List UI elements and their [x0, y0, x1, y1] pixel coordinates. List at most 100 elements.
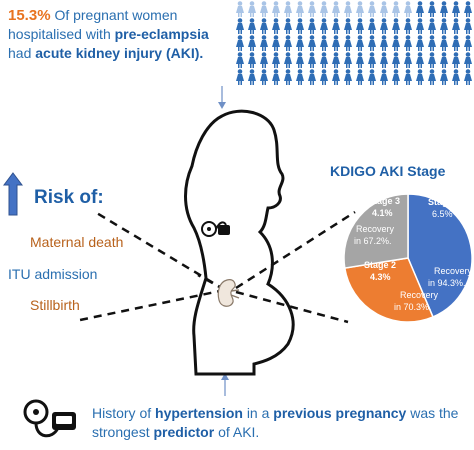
stage-3-label: Stage 3	[368, 196, 400, 206]
woman-figure-icon	[380, 69, 388, 85]
woman-figure-icon	[416, 52, 424, 68]
woman-figure-icon	[392, 69, 400, 85]
blood-pressure-monitor-icon	[201, 221, 230, 237]
kdigo-pie-chart: Stage 1 6.5% Recovery in 94.3%. Stage 2 …	[343, 193, 473, 323]
woman-figure-icon	[272, 69, 280, 85]
woman-figure-icon	[284, 52, 292, 68]
dashed-line-to-pie-bottom	[235, 290, 349, 324]
woman-figure-icon	[236, 18, 244, 34]
bottom-arrowhead-icon	[221, 373, 229, 380]
woman-figure-icon	[236, 1, 244, 17]
woman-figure-icon	[356, 69, 364, 85]
woman-figure-icon	[248, 18, 256, 34]
footer-text-3: was the strongest	[92, 405, 459, 440]
woman-figure-icon	[296, 35, 304, 51]
stage-3-recovery-a: Recovery	[356, 224, 395, 234]
woman-figure-icon	[332, 52, 340, 68]
woman-figure-icon	[284, 35, 292, 51]
woman-figure-icon	[392, 1, 400, 17]
stage-3-recovery-b: in 67.2%.	[354, 236, 392, 246]
woman-figure-icon	[368, 35, 376, 51]
woman-figure-icon	[272, 52, 280, 68]
stage-2-recovery-b: in 70.3%.	[394, 302, 432, 312]
footer-text-2: in a	[246, 405, 270, 421]
woman-figure-icon	[320, 35, 328, 51]
stat-highlight-aki: acute kidney injury (AKI).	[35, 45, 204, 61]
woman-figure-icon	[452, 69, 460, 85]
woman-figure-icon	[416, 18, 424, 34]
woman-figure-icon	[452, 35, 460, 51]
stage-1-recovery-a: Recovery	[434, 266, 473, 276]
stage-3-percent: 4.1%	[372, 208, 393, 218]
woman-figure-icon	[260, 35, 268, 51]
woman-figure-icon	[260, 69, 268, 85]
stage-2-recovery-a: Recovery	[400, 290, 439, 300]
woman-figure-icon	[464, 35, 472, 51]
stage-2-label: Stage 2	[364, 260, 396, 270]
footer-highlight-previous-pregnancy: previous pregnancy	[273, 405, 407, 421]
woman-figure-icon	[260, 1, 268, 17]
woman-figure-icon	[320, 18, 328, 34]
woman-figure-icon	[320, 1, 328, 17]
up-arrow-icon	[3, 172, 23, 216]
woman-figure-icon	[368, 69, 376, 85]
woman-figure-icon	[416, 35, 424, 51]
woman-figure-icon	[428, 69, 436, 85]
kidney-icon	[217, 279, 240, 307]
stage-1-label: Stage 1	[428, 197, 460, 207]
woman-figure-icon	[404, 69, 412, 85]
woman-figure-icon	[356, 52, 364, 68]
woman-figure-icon	[236, 69, 244, 85]
woman-figure-icon	[404, 35, 412, 51]
dashed-line-stillbirth	[79, 288, 226, 322]
woman-figure-icon	[248, 69, 256, 85]
pie-slice-stage-3	[343, 193, 409, 269]
woman-figure-icon	[344, 18, 352, 34]
woman-figure-icon	[248, 35, 256, 51]
stage-1-recovery-b: in 94.3%.	[428, 278, 466, 288]
woman-figure-icon	[368, 52, 376, 68]
footer-highlight-predictor: predictor	[153, 424, 215, 440]
woman-figure-icon	[272, 18, 280, 34]
woman-figure-icon	[404, 1, 412, 17]
risk-item-stillbirth: Stillbirth	[30, 297, 80, 313]
header-statistic: 15.3% Of pregnant women hospitalised wit…	[8, 6, 230, 63]
woman-figure-icon	[428, 52, 436, 68]
woman-figure-icon	[296, 18, 304, 34]
woman-figure-icon	[368, 18, 376, 34]
woman-figure-icon	[308, 1, 316, 17]
stage-1-percent: 6.5%	[432, 209, 453, 219]
woman-figure-icon	[236, 35, 244, 51]
woman-figure-icon	[428, 35, 436, 51]
footer-text-4: of AKI.	[218, 424, 260, 440]
woman-figure-icon	[248, 1, 256, 17]
woman-figure-icon	[260, 18, 268, 34]
woman-figure-icon	[284, 18, 292, 34]
woman-figure-icon	[272, 35, 280, 51]
woman-figure-icon	[404, 18, 412, 34]
pregnant-woman-silhouette-icon	[184, 109, 295, 376]
woman-figure-icon	[356, 18, 364, 34]
woman-figure-icon	[440, 35, 448, 51]
woman-figure-icon	[332, 35, 340, 51]
woman-figure-icon	[392, 18, 400, 34]
chart-title: KDIGO AKI Stage	[330, 163, 446, 179]
risk-title: Risk of:	[34, 187, 104, 208]
woman-figure-icon	[392, 52, 400, 68]
woman-figure-icon	[272, 1, 280, 17]
stage-2-percent: 4.3%	[370, 272, 391, 282]
stat-text-2: had	[8, 45, 32, 61]
woman-figure-icon	[260, 52, 268, 68]
woman-figure-icon	[380, 1, 388, 17]
stat-text-1: Of pregnant women hospitalised with	[8, 7, 178, 42]
footer-text-1: History of	[92, 405, 152, 421]
woman-figure-icon	[404, 52, 412, 68]
woman-figure-icon	[380, 18, 388, 34]
woman-figure-icon	[440, 69, 448, 85]
footer-blood-pressure-monitor-icon	[23, 399, 76, 438]
women-population-pictogram-icon	[236, 1, 472, 85]
footer-highlight-hypertension: hypertension	[155, 405, 243, 421]
woman-figure-icon	[344, 1, 352, 17]
footer-statement: History of hypertension in a previous pr…	[92, 404, 470, 442]
woman-figure-icon	[452, 52, 460, 68]
